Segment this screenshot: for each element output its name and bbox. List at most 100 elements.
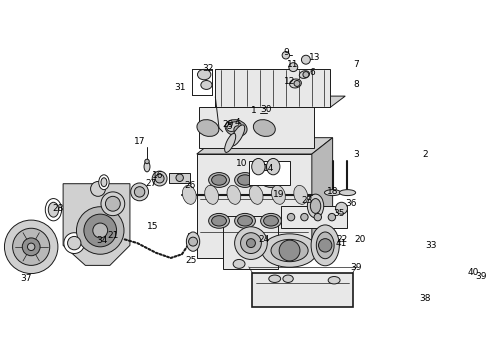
Text: 13: 13 [309, 53, 320, 62]
Ellipse shape [227, 185, 241, 204]
Text: 35: 35 [333, 209, 344, 218]
Bar [252, 273, 353, 307]
Ellipse shape [225, 120, 247, 136]
Circle shape [152, 171, 167, 186]
Ellipse shape [253, 120, 275, 136]
Circle shape [91, 181, 105, 196]
Ellipse shape [201, 81, 212, 89]
Ellipse shape [261, 172, 281, 188]
Polygon shape [215, 96, 345, 107]
Ellipse shape [271, 185, 285, 204]
Ellipse shape [182, 185, 196, 204]
Ellipse shape [262, 234, 318, 267]
Circle shape [241, 233, 261, 253]
Text: 17: 17 [134, 137, 146, 146]
Circle shape [289, 63, 298, 72]
Text: 31: 31 [174, 83, 185, 92]
Text: 24: 24 [258, 235, 269, 244]
Ellipse shape [233, 260, 245, 268]
Text: 14: 14 [263, 165, 274, 174]
Circle shape [27, 243, 35, 251]
Polygon shape [215, 69, 330, 107]
Circle shape [318, 239, 332, 252]
Ellipse shape [224, 133, 236, 152]
Ellipse shape [264, 175, 278, 185]
Ellipse shape [249, 185, 263, 204]
Text: 12: 12 [284, 77, 295, 86]
Circle shape [282, 51, 290, 59]
Text: 25: 25 [185, 256, 196, 265]
Text: 5: 5 [226, 122, 232, 131]
Ellipse shape [267, 158, 280, 175]
Ellipse shape [205, 185, 219, 204]
Text: 1: 1 [251, 107, 257, 116]
Text: 21: 21 [107, 231, 119, 240]
Ellipse shape [230, 125, 245, 146]
Text: 2: 2 [423, 149, 428, 158]
Ellipse shape [307, 194, 324, 218]
Text: 28: 28 [52, 204, 64, 213]
Text: 4: 4 [235, 118, 241, 127]
Circle shape [279, 240, 300, 261]
Ellipse shape [209, 172, 229, 188]
Polygon shape [63, 184, 130, 265]
Ellipse shape [290, 79, 301, 88]
Text: 6: 6 [310, 68, 316, 77]
Circle shape [336, 202, 347, 214]
Circle shape [101, 192, 125, 216]
Text: 40: 40 [467, 268, 479, 277]
Text: 10: 10 [236, 159, 248, 168]
Circle shape [131, 183, 148, 201]
Text: 29: 29 [222, 120, 234, 129]
Text: 18: 18 [327, 187, 339, 196]
Circle shape [246, 239, 255, 248]
Polygon shape [197, 138, 333, 154]
Ellipse shape [311, 225, 339, 266]
Ellipse shape [212, 175, 226, 185]
Ellipse shape [227, 122, 241, 131]
Ellipse shape [299, 71, 310, 78]
Ellipse shape [45, 199, 62, 221]
Ellipse shape [101, 178, 107, 187]
Ellipse shape [197, 69, 211, 80]
Text: 39: 39 [475, 272, 487, 281]
Polygon shape [199, 107, 314, 148]
Text: 33: 33 [425, 241, 437, 250]
Circle shape [68, 237, 81, 250]
Circle shape [303, 72, 309, 77]
Text: 26: 26 [184, 181, 196, 190]
Text: 32: 32 [202, 64, 214, 73]
Ellipse shape [271, 239, 308, 262]
Circle shape [155, 174, 164, 183]
Text: 41: 41 [336, 239, 347, 248]
Text: 11: 11 [287, 60, 298, 69]
Circle shape [105, 196, 120, 211]
Ellipse shape [283, 275, 294, 283]
Ellipse shape [294, 185, 308, 204]
Ellipse shape [235, 213, 255, 228]
Ellipse shape [310, 199, 321, 213]
Ellipse shape [197, 120, 219, 136]
Ellipse shape [238, 216, 252, 226]
Ellipse shape [317, 232, 334, 259]
Ellipse shape [209, 213, 229, 228]
Text: 15: 15 [147, 221, 158, 230]
Bar [249, 161, 290, 185]
Ellipse shape [324, 190, 341, 195]
Text: 16: 16 [152, 171, 163, 180]
Circle shape [301, 55, 310, 64]
Circle shape [176, 174, 183, 181]
Ellipse shape [144, 161, 150, 172]
Circle shape [64, 233, 85, 253]
Text: 30: 30 [260, 105, 271, 114]
Circle shape [235, 227, 267, 260]
Ellipse shape [235, 172, 255, 188]
Ellipse shape [261, 213, 281, 228]
Text: 39: 39 [351, 263, 362, 272]
Circle shape [134, 187, 145, 197]
Ellipse shape [252, 158, 265, 175]
Circle shape [84, 214, 117, 247]
Circle shape [76, 207, 124, 254]
Text: 9: 9 [284, 48, 290, 57]
Circle shape [314, 213, 321, 221]
